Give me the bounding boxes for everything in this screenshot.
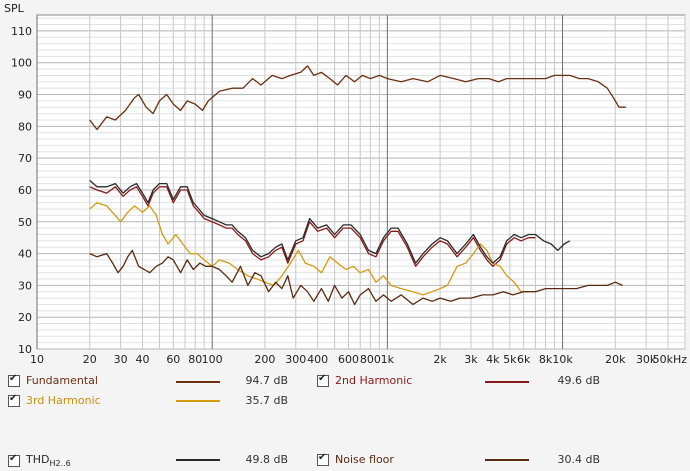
y-tick-label: 40 — [18, 248, 32, 261]
checkbox-fundamental[interactable] — [8, 373, 20, 387]
y-tick-label: 10 — [18, 343, 32, 356]
legend-value-3rd-harmonic: 35.7 dB — [245, 394, 288, 407]
x-tick-label: 8k — [539, 353, 553, 366]
x-tick-label: 50kHz — [653, 353, 688, 366]
x-axis: 10 20 30 40 60 80 100 200 300 400 600 800 1k 2k 3k 4k 5k… — [30, 353, 687, 366]
legend-swatch-3rd-harmonic — [176, 400, 220, 402]
thd-label: THD — [26, 453, 50, 466]
y-tick-label: 50 — [18, 216, 32, 229]
y-tick-label: 100 — [11, 57, 32, 70]
y-tick-label: 80 — [18, 120, 32, 133]
checkbox-3rd-harmonic[interactable] — [8, 393, 20, 407]
legend-value-2nd-harmonic: 49.6 dB — [557, 374, 600, 387]
legend-value-fundamental: 94.7 dB — [245, 374, 288, 387]
y-tick-label: 70 — [18, 152, 32, 165]
x-tick-label: 10k — [552, 353, 573, 366]
legend-label-thd: THDH2..6 — [26, 453, 71, 468]
legend-item-noise-floor[interactable]: Noise floor — [317, 452, 394, 466]
legend-swatch-2nd-harmonic — [485, 381, 529, 383]
y-tick-label: 20 — [18, 311, 32, 324]
x-tick-label: 300 — [285, 353, 306, 366]
x-tick-label: 2k — [433, 353, 447, 366]
series-line-2nd-harmonic — [89, 186, 536, 267]
x-tick-label: 30k — [636, 353, 657, 366]
thd-subscript: H2..6 — [49, 459, 71, 469]
y-axis: 10 20 30 40 50 60 70 80 90 100 110 — [11, 25, 32, 356]
x-tick-label: 40 — [135, 353, 149, 366]
legend-value-noise-floor: 30.4 dB — [557, 453, 600, 466]
series-line-noise-floor — [89, 249, 623, 306]
x-tick-label: 1k — [381, 353, 395, 366]
x-tick-label: 6k — [517, 353, 531, 366]
y-tick-label: 90 — [18, 89, 32, 102]
x-tick-label: 30 — [114, 353, 128, 366]
y-tick-label: 60 — [18, 184, 32, 197]
legend-label-3rd-harmonic: 3rd Harmonic — [26, 394, 101, 407]
x-tick-label: 10 — [30, 353, 44, 366]
x-tick-label: 200 — [254, 353, 275, 366]
x-tick-label: 20 — [83, 353, 97, 366]
y-tick-label: 110 — [11, 25, 32, 38]
x-tick-label: 60 — [166, 353, 180, 366]
legend-item-fundamental[interactable]: Fundamental — [8, 373, 98, 387]
legend-swatch-noise-floor — [485, 459, 529, 461]
x-tick-label: 20k — [605, 353, 626, 366]
x-tick-label: 400 — [307, 353, 328, 366]
x-tick-label: 3k — [464, 353, 478, 366]
legend-label-noise-floor: Noise floor — [335, 453, 394, 466]
legend-swatch-fundamental — [176, 381, 220, 383]
legend-label-fundamental: Fundamental — [26, 374, 98, 387]
checkbox-thd[interactable] — [8, 453, 20, 467]
x-tick-label: 80 — [188, 353, 202, 366]
x-tick-label: 100 — [202, 353, 223, 366]
x-tick-label: 5k — [503, 353, 517, 366]
legend-swatch-thd — [176, 459, 220, 461]
x-tick-label: 4k — [486, 353, 500, 366]
y-axis-label: SPL — [4, 2, 25, 15]
checkbox-2nd-harmonic[interactable] — [317, 373, 329, 387]
plot-area — [36, 14, 686, 350]
legend-label-2nd-harmonic: 2nd Harmonic — [335, 374, 413, 387]
series-line-fundamental — [89, 65, 626, 131]
checkbox-noise-floor[interactable] — [317, 452, 329, 466]
legend-value-thd: 49.8 dB — [245, 453, 288, 466]
x-tick-label: 800 — [360, 353, 381, 366]
x-tick-label: 600 — [338, 353, 359, 366]
legend-item-thd[interactable]: THDH2..6 — [8, 453, 71, 468]
series-line-3rd-harmonic — [89, 202, 529, 296]
series-layer — [89, 65, 626, 306]
legend-item-3rd-harmonic[interactable]: 3rd Harmonic — [8, 393, 101, 407]
legend-item-2nd-harmonic[interactable]: 2nd Harmonic — [317, 373, 413, 387]
series-line-thd-h2-6 — [89, 179, 571, 264]
y-tick-label: 30 — [18, 279, 32, 292]
